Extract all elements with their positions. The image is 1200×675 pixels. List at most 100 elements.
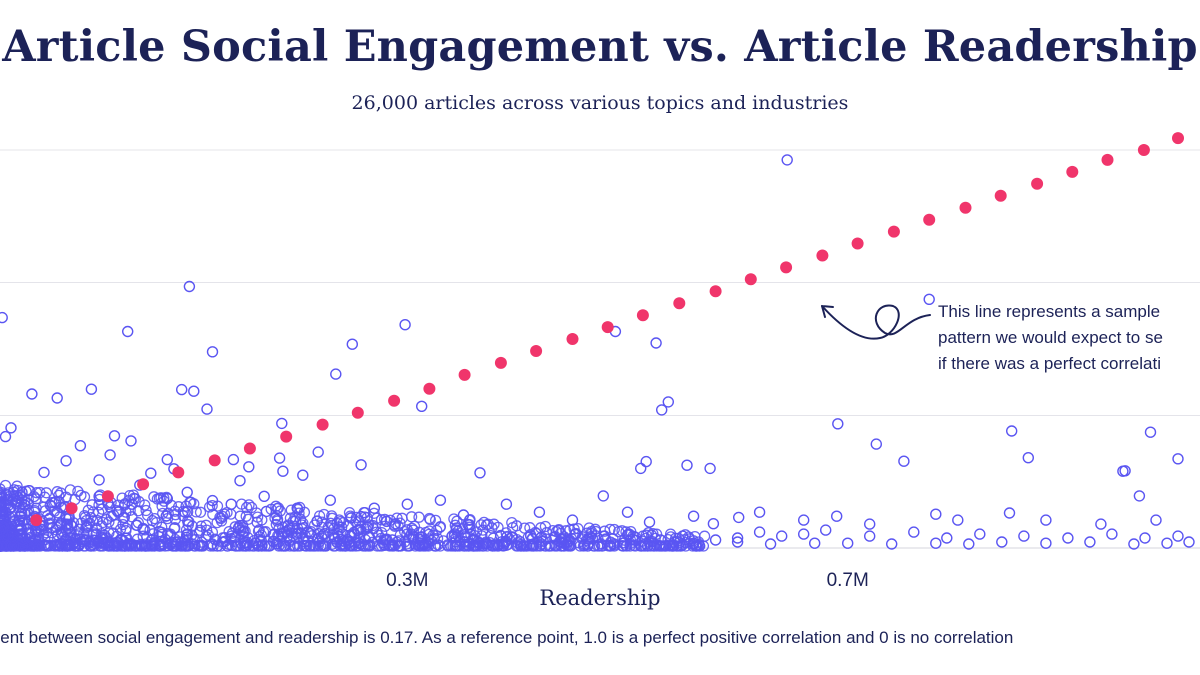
article-point: [174, 540, 187, 552]
reference-point: [1101, 153, 1114, 166]
article-point: [662, 396, 674, 408]
article-point: [666, 540, 678, 552]
article-point: [167, 540, 179, 552]
grid-lines: [0, 149, 1200, 416]
article-point: [1150, 514, 1162, 526]
article-point: [206, 526, 219, 538]
article-point: [482, 518, 494, 530]
annotation-text: This line represents a sample pattern we …: [938, 302, 1163, 373]
article-point: [330, 368, 342, 380]
article-point: [1172, 453, 1184, 465]
article-point: [111, 504, 123, 517]
article-point: [211, 540, 223, 552]
article-point: [192, 539, 204, 552]
article-point: [145, 534, 157, 547]
article-point: [930, 537, 942, 549]
reference-point: [709, 285, 722, 298]
article-point: [300, 540, 312, 552]
article-point: [148, 540, 160, 552]
article-point: [417, 539, 429, 552]
article-point: [18, 507, 31, 520]
x-tick-label: 0.7M: [827, 570, 869, 591]
article-point: [126, 498, 138, 510]
article-point: [104, 501, 116, 513]
article-point: [336, 539, 348, 551]
article-point: [434, 494, 447, 506]
article-point: [0, 523, 7, 536]
reference-point: [494, 356, 507, 369]
article-point: [183, 280, 196, 293]
reference-point: [673, 297, 686, 310]
article-point: [0, 311, 8, 324]
article-point: [709, 534, 722, 546]
article-point: [93, 506, 105, 519]
article-point: [243, 499, 255, 511]
article-point: [1095, 518, 1107, 530]
article-point: [886, 538, 898, 550]
article-point: [687, 510, 700, 522]
article-point: [1172, 530, 1184, 542]
reference-point: [601, 321, 614, 334]
article-point: [80, 522, 92, 534]
article-point: [117, 512, 129, 524]
article-point: [85, 383, 98, 395]
article-point: [162, 507, 174, 519]
article-point: [687, 538, 699, 551]
reference-series: [30, 132, 1184, 527]
article-point: [149, 512, 161, 525]
annotation-arrowhead: [821, 305, 834, 318]
article-point: [635, 540, 648, 552]
article-point: [234, 510, 246, 522]
article-point: [82, 504, 94, 516]
article-point: [486, 522, 498, 534]
article-point: [126, 511, 138, 523]
article-point: [148, 491, 160, 503]
article-point: [194, 506, 207, 518]
article-point: [312, 532, 325, 545]
article-point: [277, 465, 289, 477]
article-point: [74, 440, 87, 452]
article-point: [533, 506, 546, 518]
article-point: [87, 515, 99, 527]
article-point: [380, 533, 392, 545]
reference-point: [351, 406, 364, 419]
article-point: [809, 537, 821, 549]
article-point: [391, 536, 403, 548]
article-point: [898, 455, 910, 467]
article-point: [462, 518, 474, 530]
article-point: [120, 525, 132, 537]
article-point: [798, 528, 810, 540]
article-point: [831, 510, 843, 522]
article-point: [481, 540, 493, 552]
article-point: [239, 540, 251, 552]
x-tick-labels: 0.3M 0.7M: [386, 570, 869, 591]
article-point: [0, 430, 12, 443]
article-point: [1139, 532, 1151, 544]
article-point: [311, 515, 323, 528]
article-point: [952, 514, 964, 526]
article-point: [399, 319, 411, 331]
article-point: [104, 449, 116, 461]
chart-title: Article Social Engagement vs. Article Re…: [2, 22, 1198, 72]
article-point: [671, 540, 683, 552]
reference-point: [1137, 144, 1150, 156]
article-point: [285, 504, 297, 516]
article-point: [282, 530, 294, 542]
article-point: [110, 540, 123, 552]
article-point: [234, 475, 246, 487]
article-point: [359, 507, 371, 519]
article-point: [259, 526, 272, 538]
article-point: [359, 511, 371, 523]
reference-point: [780, 261, 793, 274]
article-point: [298, 506, 311, 518]
article-point: [49, 496, 62, 508]
article-point: [500, 498, 513, 510]
article-point: [316, 516, 328, 528]
article-point: [11, 480, 23, 492]
reference-point: [566, 333, 579, 345]
article-point: [1084, 536, 1096, 548]
article-point: [370, 526, 383, 538]
article-point: [389, 520, 401, 532]
article-point: [0, 493, 6, 505]
